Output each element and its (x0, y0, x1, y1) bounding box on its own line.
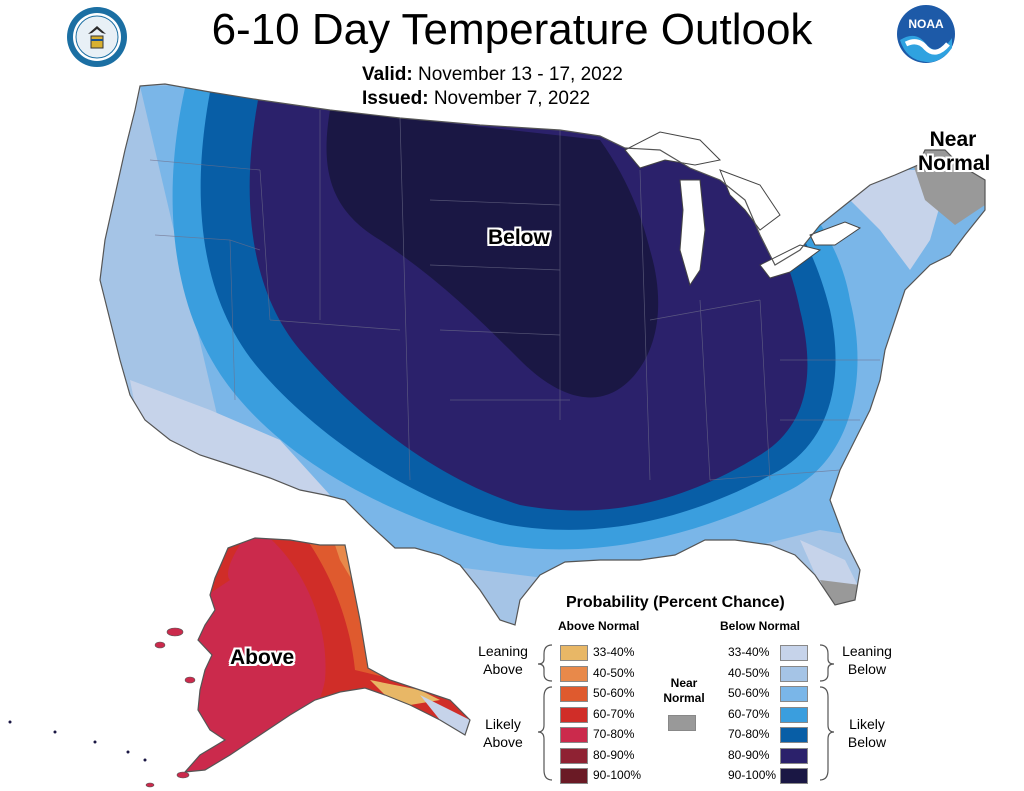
likely-below-label: Likely Below (847, 716, 887, 750)
leaning-below-label: Leaning Below (842, 643, 892, 677)
below-legend-label: 33-40% (728, 645, 770, 659)
below-legend-swatch (780, 706, 808, 723)
above-legend-label: 33-40% (593, 645, 635, 659)
near-normal-header: Near Normal (663, 676, 705, 705)
conus-outline (99, 83, 986, 626)
above-legend-label: 80-90% (593, 747, 635, 762)
state-boundaries (149, 110, 880, 481)
below-legend-label: 90-100% (728, 768, 777, 782)
valid-label: Valid: (362, 64, 413, 85)
above-legend-label: 50-60% (593, 686, 635, 700)
pacific-islets (8, 720, 147, 762)
issued-value: November 7, 2022 (433, 88, 591, 109)
issued-label: Issued: (362, 88, 429, 109)
legend-title: Probability (Percent Chance) (566, 594, 785, 611)
svg-text:NOAA: NOAA (908, 17, 944, 31)
above-legend-swatch (560, 727, 588, 743)
below-legend-swatch (780, 665, 808, 682)
below-legend-swatch (780, 747, 808, 764)
below-legend-label: 60-70% (728, 706, 770, 721)
valid-value: November 13 - 17, 2022 (417, 64, 623, 85)
below-legend-label: 50-60% (728, 686, 770, 700)
great-lakes (624, 131, 862, 287)
above-normal-header: Above Normal (558, 619, 640, 633)
valid-dates: Valid: November 13 - 17, 2022 (362, 64, 623, 86)
below-legend-label: 80-90% (728, 747, 770, 762)
above-region-label: Above (230, 646, 295, 669)
near-normal-region-label: Near Normal (918, 128, 991, 175)
near-normal-swatch (668, 715, 696, 731)
likely-above-label: Likely Above (483, 716, 523, 750)
below-legend-swatch (780, 645, 808, 661)
below-legend-swatch (780, 686, 808, 702)
below-legend-swatch (780, 768, 808, 784)
above-legend-label: 90-100% (593, 768, 642, 782)
above-legend-swatch (560, 645, 588, 661)
noaa-logo-icon: NOAA (897, 5, 955, 63)
above-legend-label: 60-70% (593, 706, 635, 721)
below-legend-label: 40-50% (728, 665, 770, 680)
above-legend-swatch (560, 768, 588, 784)
above-legend-swatch (560, 747, 588, 764)
above-legend-label: 70-80% (593, 727, 635, 741)
aleutian-islands (145, 627, 196, 788)
above-legend-swatch (560, 706, 588, 723)
leaning-above-label: Leaning Above (478, 643, 528, 677)
below-region-label: Below (488, 226, 550, 249)
issued-date: Issued: November 7, 2022 (362, 88, 590, 110)
map-title: 6-10 Day Temperature Outlook (211, 5, 813, 54)
below-normal-header: Below Normal (720, 619, 801, 633)
above-legend-swatch (560, 665, 588, 682)
below-legend-label: 70-80% (728, 727, 770, 741)
alaska-outline (183, 537, 471, 773)
above-legend-label: 40-50% (593, 665, 635, 680)
doc-seal-icon (67, 7, 127, 67)
below-legend-swatch (780, 727, 808, 743)
above-legend-swatch (560, 686, 588, 702)
